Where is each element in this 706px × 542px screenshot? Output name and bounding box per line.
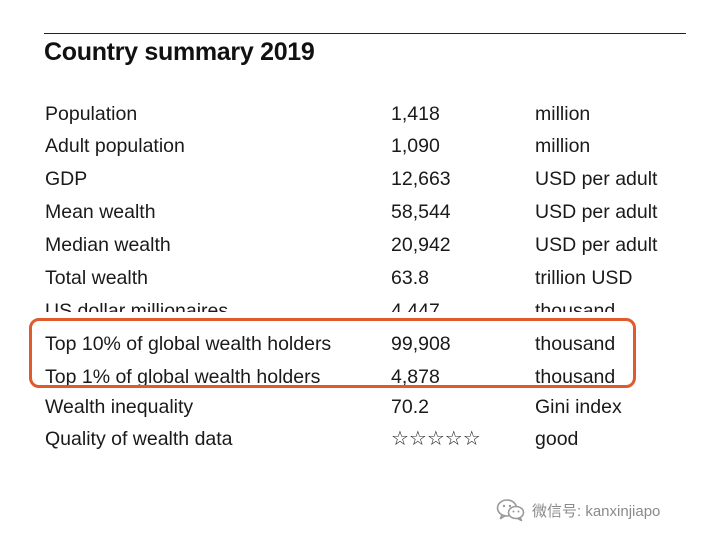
row-label: US dollar millionaires [45, 300, 229, 312]
table-row-gdp: GDP 12,663 USD per adult [0, 164, 706, 194]
table-row-adult-population: Adult population 1,090 million [0, 131, 706, 161]
row-label: Quality of wealth data [45, 428, 233, 450]
row-label: Total wealth [45, 267, 148, 289]
row-value: 58,544 [391, 201, 451, 223]
row-unit: thousand [535, 333, 616, 355]
wechat-icon [496, 498, 526, 522]
row-label: Wealth inequality [45, 396, 194, 418]
page-title: Country summary 2019 [44, 38, 315, 66]
table-row-population: Population 1,418 million [0, 99, 706, 129]
row-value: 4,447 [391, 300, 440, 312]
row-unit: Gini index [535, 396, 622, 418]
row-label: Adult population [45, 135, 185, 157]
table-row-mean-wealth: Mean wealth 58,544 USD per adult [0, 197, 706, 227]
table-row-wealth-inequality: Wealth inequality 70.2 Gini index [0, 392, 706, 422]
table-row-us-dollar-millionaires: US dollar millionaires 4,447 thousand [0, 298, 706, 312]
row-value: 63.8 [391, 267, 429, 289]
row-unit: USD per adult [535, 168, 658, 190]
row-value: 20,942 [391, 234, 451, 256]
row-value: 70.2 [391, 396, 429, 418]
row-unit: USD per adult [535, 234, 658, 256]
row-unit: thousand [535, 366, 616, 388]
table-row-median-wealth: Median wealth 20,942 USD per adult [0, 230, 706, 260]
watermark: 微信号: kanxinjiapo [496, 497, 660, 523]
row-value: 12,663 [391, 168, 451, 190]
row-label: Top 10% of global wealth holders [45, 333, 332, 355]
table-row-top-1-percent: Top 1% of global wealth holders 4,878 th… [0, 362, 706, 392]
row-label: Mean wealth [45, 201, 156, 223]
row-unit: good [535, 428, 579, 450]
highlight-box [29, 318, 636, 388]
row-unit: million [535, 135, 591, 157]
row-label: Top 1% of global wealth holders [45, 366, 321, 388]
table-row-top-10-percent: Top 10% of global wealth holders 99,908 … [0, 329, 706, 359]
top-rule [44, 33, 686, 34]
star-rating: ☆☆☆☆☆ [391, 428, 481, 450]
row-value: 1,418 [391, 103, 440, 125]
row-value: 99,908 [391, 333, 451, 355]
watermark-text: 微信号: kanxinjiapo [532, 502, 661, 520]
row-value: 4,878 [391, 366, 440, 388]
row-unit: USD per adult [535, 201, 658, 223]
row-label: Median wealth [45, 234, 171, 256]
row-unit: thousand [535, 300, 616, 312]
table-row-total-wealth: Total wealth 63.8 trillion USD [0, 263, 706, 293]
row-value: 1,090 [391, 135, 440, 157]
row-unit: million [535, 103, 591, 125]
table-row-quality-of-wealth-data: Quality of wealth data ☆☆☆☆☆ good [0, 424, 706, 454]
row-label: GDP [45, 168, 88, 190]
row-unit: trillion USD [535, 267, 633, 289]
row-label: Population [45, 103, 138, 125]
